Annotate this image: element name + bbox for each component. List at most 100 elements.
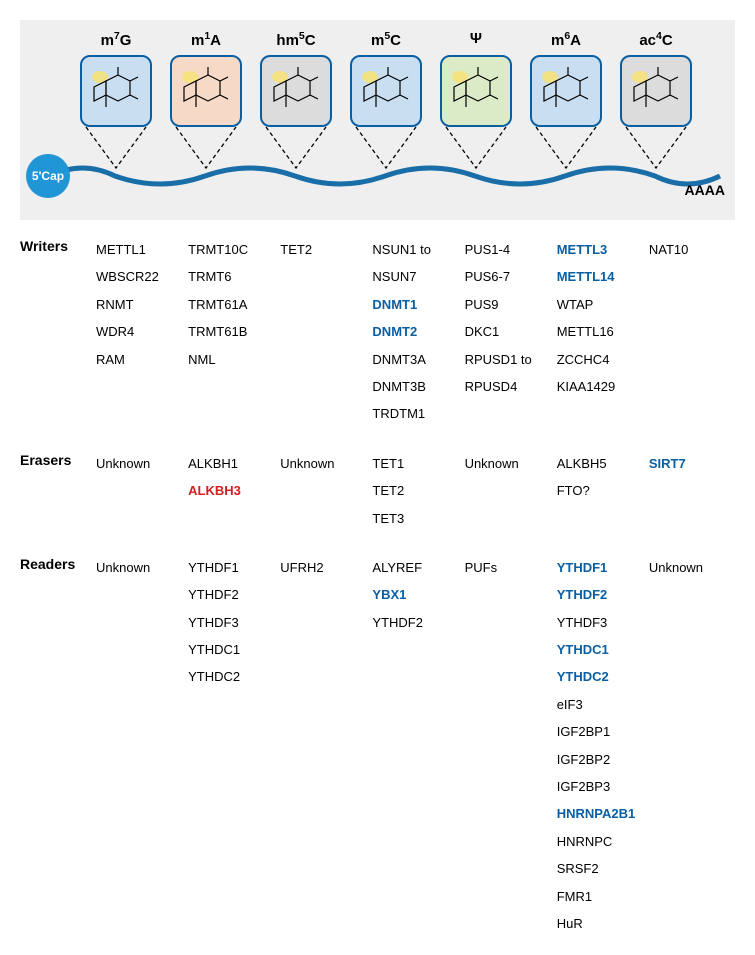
mod-header: Ψ (436, 30, 516, 47)
gene-cell (96, 775, 182, 798)
gene-cell: WDR4 (96, 320, 182, 343)
gene-cell: RNMT (96, 293, 182, 316)
gene-cell: NML (188, 348, 274, 371)
gene-cell (96, 748, 182, 771)
gene-cell (372, 885, 458, 908)
gene-cell (372, 830, 458, 853)
gene-cell: TET2 (280, 238, 366, 261)
gene-cell: Unknown (465, 452, 551, 475)
gene-cell: YTHDC2 (188, 665, 274, 688)
gene-cell: FMR1 (557, 885, 643, 908)
gene-cell (649, 293, 735, 316)
gene-cell (96, 375, 182, 398)
gene-cell: eIF3 (557, 693, 643, 716)
gene-cell (96, 912, 182, 935)
diagram-panel: 5'Cap AAAA m7G m1A hm5C (20, 20, 735, 220)
gene-cell (649, 265, 735, 288)
gene-cell: YTHDF3 (188, 611, 274, 634)
gene-cell: TET3 (372, 507, 458, 530)
section-title: Writers (20, 238, 90, 261)
gene-cell (465, 775, 551, 798)
gene-cell: Unknown (96, 452, 182, 475)
gene-cell: YTHDF1 (188, 556, 274, 579)
gene-cell (280, 320, 366, 343)
gene-cell (649, 885, 735, 908)
gene-cell (188, 885, 274, 908)
section-title: Readers (20, 556, 90, 579)
gene-cell: YTHDC1 (188, 638, 274, 661)
gene-cell (649, 693, 735, 716)
gene-cell: KIAA1429 (557, 375, 643, 398)
gene-cell (96, 802, 182, 825)
gene-cell (96, 479, 182, 502)
gene-cell: PUFs (465, 556, 551, 579)
gene-cell (188, 507, 274, 530)
gene-cell (649, 720, 735, 743)
gene-cell (96, 583, 182, 606)
gene-cell (465, 802, 551, 825)
gene-cell: SIRT7 (649, 452, 735, 475)
gene-cell: YBX1 (372, 583, 458, 606)
gene-cell (465, 720, 551, 743)
gene-cell (280, 265, 366, 288)
gene-cell (280, 507, 366, 530)
poly-a-tail: AAAA (685, 182, 725, 198)
mod-header: hm5C (256, 30, 336, 49)
gene-cell: DNMT3B (372, 375, 458, 398)
gene-cell (557, 507, 643, 530)
gene-cell: WTAP (557, 293, 643, 316)
gene-cell (188, 912, 274, 935)
gene-cell: DNMT1 (372, 293, 458, 316)
gene-cell: TET1 (372, 452, 458, 475)
gene-cell (649, 802, 735, 825)
gene-cell: UFRH2 (280, 556, 366, 579)
gene-cell (465, 402, 551, 425)
gene-cell (188, 402, 274, 425)
gene-cell (372, 748, 458, 771)
gene-cell: TRMT6 (188, 265, 274, 288)
gene-cell (649, 375, 735, 398)
gene-cell: Unknown (280, 452, 366, 475)
gene-cell: YTHDC2 (557, 665, 643, 688)
gene-cell (372, 802, 458, 825)
gene-cell (188, 720, 274, 743)
gene-cell (649, 479, 735, 502)
mod-structure-box (620, 55, 692, 127)
gene-cell (280, 802, 366, 825)
gene-cell: YTHDF3 (557, 611, 643, 634)
gene-cell: ALKBH5 (557, 452, 643, 475)
gene-cell (280, 375, 366, 398)
gene-cell: ALKBH1 (188, 452, 274, 475)
gene-table: WritersMETTL1TRMT10CTET2NSUN1 toPUS1-4ME… (20, 238, 735, 935)
gene-cell: METTL1 (96, 238, 182, 261)
gene-cell (465, 912, 551, 935)
gene-cell (372, 693, 458, 716)
gene-cell (372, 775, 458, 798)
mod-header: m5C (346, 30, 426, 49)
gene-cell (280, 748, 366, 771)
mod-header: m1A (166, 30, 246, 49)
gene-cell: METTL16 (557, 320, 643, 343)
mod-header: m6A (526, 30, 606, 49)
gene-cell (465, 693, 551, 716)
gene-cell (280, 293, 366, 316)
mod-structure-box (260, 55, 332, 127)
gene-cell (280, 912, 366, 935)
gene-cell: FTO? (557, 479, 643, 502)
gene-cell: YTHDC1 (557, 638, 643, 661)
gene-cell (372, 638, 458, 661)
gene-cell (649, 611, 735, 634)
gene-cell (280, 479, 366, 502)
gene-cell (280, 348, 366, 371)
mod-structure-box (350, 55, 422, 127)
gene-cell: HuR (557, 912, 643, 935)
gene-cell (649, 857, 735, 880)
gene-cell (649, 507, 735, 530)
gene-cell (280, 583, 366, 606)
gene-cell: ALYREF (372, 556, 458, 579)
gene-cell (649, 348, 735, 371)
gene-cell (649, 830, 735, 853)
gene-cell (96, 638, 182, 661)
gene-cell: DKC1 (465, 320, 551, 343)
gene-cell (465, 830, 551, 853)
